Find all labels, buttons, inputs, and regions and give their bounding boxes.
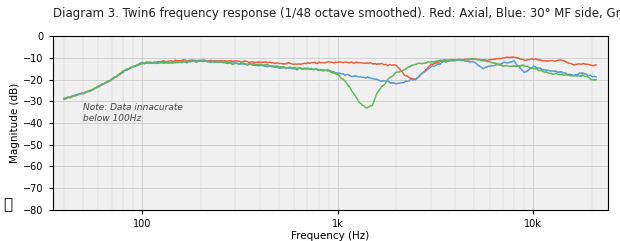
Y-axis label: Magnitude (dB): Magnitude (dB) <box>11 83 20 163</box>
X-axis label: Frequency (Hz): Frequency (Hz) <box>291 231 370 241</box>
Text: Note: Data innacurate
below 100Hz: Note: Data innacurate below 100Hz <box>83 103 183 123</box>
Text: Diagram 3. Twin6 frequency response (1/48 octave smoothed). Red: Axial, Blue: 30: Diagram 3. Twin6 frequency response (1/4… <box>53 7 620 20</box>
Text: ⌕: ⌕ <box>3 197 12 212</box>
